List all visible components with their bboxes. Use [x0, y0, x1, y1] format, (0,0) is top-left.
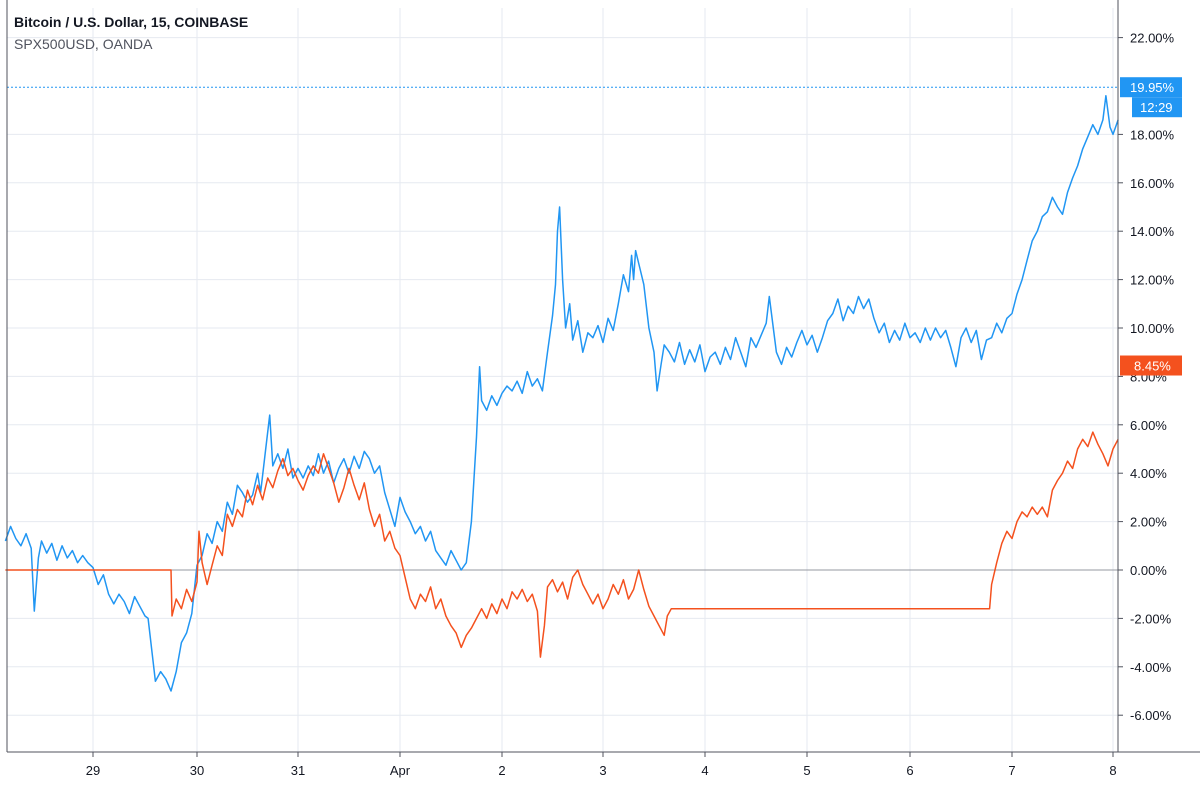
x-tick-label: 2 [498, 763, 505, 778]
y-tick-label: 0.00% [1130, 563, 1167, 578]
y-tick-label: -6.00% [1130, 708, 1172, 723]
x-tick-label: 29 [86, 763, 100, 778]
grid-group: 22.00%18.00%16.00%14.00%12.00%10.00%8.00… [7, 8, 1175, 778]
x-tick-label: 30 [190, 763, 204, 778]
x-tick-label: 4 [701, 763, 708, 778]
y-tick-label: -2.00% [1130, 611, 1172, 626]
btc-time-tag-label: 12:29 [1140, 100, 1173, 115]
x-tick-label: 31 [291, 763, 305, 778]
btc-value-tag-label: 19.95% [1130, 80, 1175, 95]
spx-value-tag-box [1120, 355, 1182, 376]
y-tick-label: 6.00% [1130, 418, 1167, 433]
x-tick-label: 7 [1008, 763, 1015, 778]
btc-time-tag-box [1132, 97, 1182, 118]
x-tick-label: 8 [1109, 763, 1116, 778]
y-tick-label: 4.00% [1130, 466, 1167, 481]
y-tick-label: 16.00% [1130, 176, 1175, 191]
y-tick-label: 10.00% [1130, 321, 1175, 336]
btc-value-tag-box [1120, 77, 1182, 98]
y-tick-label: 2.00% [1130, 515, 1167, 530]
legend-compare-series[interactable]: SPX500USD, OANDA [14, 36, 153, 52]
x-tick-label: 6 [906, 763, 913, 778]
x-tick-label: 3 [599, 763, 606, 778]
y-tick-label: -4.00% [1130, 660, 1172, 675]
y-tick-label: 14.00% [1130, 224, 1175, 239]
x-tick-label: 5 [803, 763, 810, 778]
y-tick-label: 22.00% [1130, 31, 1175, 46]
y-tick-label: 18.00% [1130, 127, 1175, 142]
spx-value-tag-label: 8.45% [1134, 359, 1171, 374]
spx-series-line [5, 431, 1119, 658]
y-tick-label: 12.00% [1130, 273, 1175, 288]
x-tick-label: Apr [390, 763, 411, 778]
legend-main-series[interactable]: Bitcoin / U.S. Dollar, 15, COINBASE [14, 14, 249, 30]
